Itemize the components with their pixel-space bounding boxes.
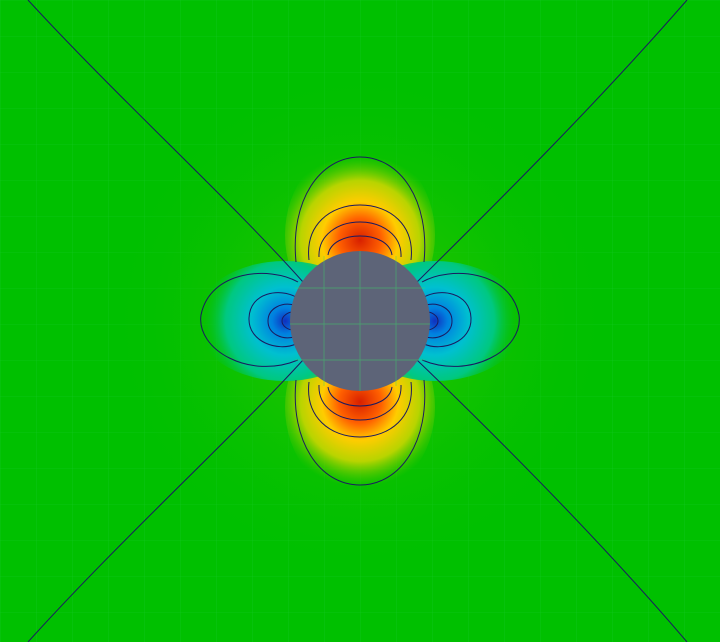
contours-bottom (294, 379, 426, 486)
obstacle-mesh-lines (290, 251, 430, 391)
contours-top (294, 156, 426, 263)
zero-isoline (27, 0, 688, 642)
contours-right (421, 272, 520, 367)
contours-left (200, 272, 299, 367)
